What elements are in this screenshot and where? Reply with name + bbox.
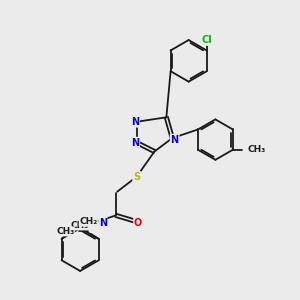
Text: N: N (131, 138, 139, 148)
Text: S: S (133, 172, 140, 182)
Text: O: O (134, 218, 142, 228)
Text: CH₃: CH₃ (56, 227, 74, 236)
Text: N: N (99, 218, 107, 227)
Text: CH₂: CH₂ (79, 217, 98, 226)
Text: CH₃: CH₃ (70, 221, 89, 230)
Text: N: N (171, 135, 179, 145)
Text: CH₃: CH₃ (248, 145, 266, 154)
Text: H: H (90, 218, 97, 227)
Text: N: N (131, 117, 139, 127)
Text: Cl: Cl (201, 35, 212, 45)
